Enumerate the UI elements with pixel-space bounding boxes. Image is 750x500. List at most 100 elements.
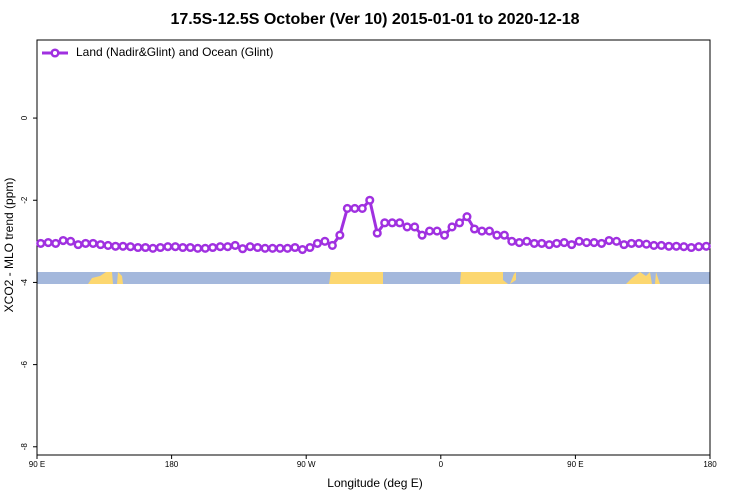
data-point (200, 243, 210, 253)
data-point (253, 242, 263, 253)
data-point (582, 238, 592, 248)
data-point (649, 240, 659, 250)
data-point (66, 236, 76, 246)
x-tick-label: 90 E (567, 460, 583, 469)
land-patch (329, 272, 383, 284)
data-point (282, 243, 293, 253)
data-point (103, 240, 113, 250)
data-point (335, 230, 345, 240)
data-point (469, 224, 480, 234)
data-point (454, 218, 465, 228)
data-point (185, 242, 195, 253)
data-point (155, 242, 165, 253)
data-point (544, 240, 554, 250)
data-point (611, 236, 622, 246)
y-tick-label: 0 (20, 115, 29, 120)
data-point (260, 243, 270, 253)
y-tick-label: -8 (20, 443, 29, 451)
y-axis-label: XCO2 - MLO trend (ppm) (2, 178, 16, 313)
data-point (372, 228, 382, 238)
land-patch (88, 272, 123, 284)
y-tick-label: -6 (20, 361, 29, 369)
data-point (507, 236, 517, 246)
data-point (193, 243, 203, 253)
data-point (701, 241, 711, 251)
land-patch (460, 272, 516, 284)
data-point (656, 240, 666, 250)
legend-label: Land (Nadir&Glint) and Ocean (Glint) (76, 45, 273, 59)
data-point (492, 230, 502, 240)
data-point (432, 226, 442, 236)
data-point (619, 240, 629, 250)
data-point (410, 222, 420, 232)
data-point (148, 243, 158, 253)
data-point (215, 242, 225, 252)
data-point (88, 238, 98, 248)
data-point (641, 239, 651, 249)
data-point (597, 238, 607, 248)
data-point (365, 195, 375, 205)
data-point (297, 245, 308, 255)
data-point (694, 242, 704, 252)
data-point (686, 242, 696, 253)
data-point (320, 236, 330, 246)
data-point (552, 238, 562, 248)
data-point (275, 243, 285, 253)
data-point (290, 242, 300, 253)
data-point (522, 236, 532, 246)
x-axis-label: Longitude (deg E) (327, 476, 422, 490)
data-point (484, 226, 494, 236)
data-point (604, 235, 614, 246)
data-point (133, 242, 143, 253)
data-point (327, 240, 337, 250)
data-point (245, 242, 255, 252)
data-point (402, 222, 412, 232)
data-point (559, 238, 569, 248)
data-point (664, 241, 674, 251)
data-point (178, 242, 188, 253)
y-tick-label: -2 (20, 196, 29, 204)
data-point (626, 238, 637, 248)
data-point (574, 236, 584, 246)
data-point (589, 238, 599, 248)
y-tick-label: -4 (20, 278, 29, 286)
land-ocean-band (37, 272, 710, 284)
x-tick-label: 90 E (29, 460, 45, 469)
data-point (312, 238, 322, 248)
data-point (163, 242, 173, 252)
data-point (462, 212, 472, 222)
x-tick-label: 180 (703, 460, 717, 469)
data-point (223, 242, 233, 252)
x-tick-label: 180 (165, 460, 179, 469)
data-point (305, 242, 315, 253)
data-point (58, 235, 68, 246)
data-point (118, 241, 128, 251)
data-point (387, 218, 397, 228)
data-point (395, 218, 405, 228)
data-point (679, 242, 689, 252)
data-point (447, 222, 457, 232)
data-point (125, 242, 136, 252)
data-point (477, 226, 487, 236)
data-point (529, 238, 539, 248)
data-point (208, 242, 218, 253)
data-point (439, 230, 450, 240)
data-point (110, 241, 121, 251)
data-point (357, 203, 367, 214)
chart-title: 17.5S-12.5S October (Ver 10) 2015-01-01 … (170, 11, 579, 28)
legend-marker (50, 48, 60, 58)
data-point (96, 240, 106, 250)
data-point (350, 203, 360, 214)
data-point (671, 241, 681, 251)
data-point (81, 238, 91, 248)
x-tick-label: 0 (439, 460, 444, 469)
data-point (230, 240, 240, 250)
data-point (170, 242, 180, 252)
data-point (268, 243, 278, 253)
data-point (342, 203, 352, 214)
data-point (140, 242, 150, 253)
data-point (43, 238, 53, 248)
data-point (499, 230, 509, 240)
data-point (73, 240, 83, 250)
